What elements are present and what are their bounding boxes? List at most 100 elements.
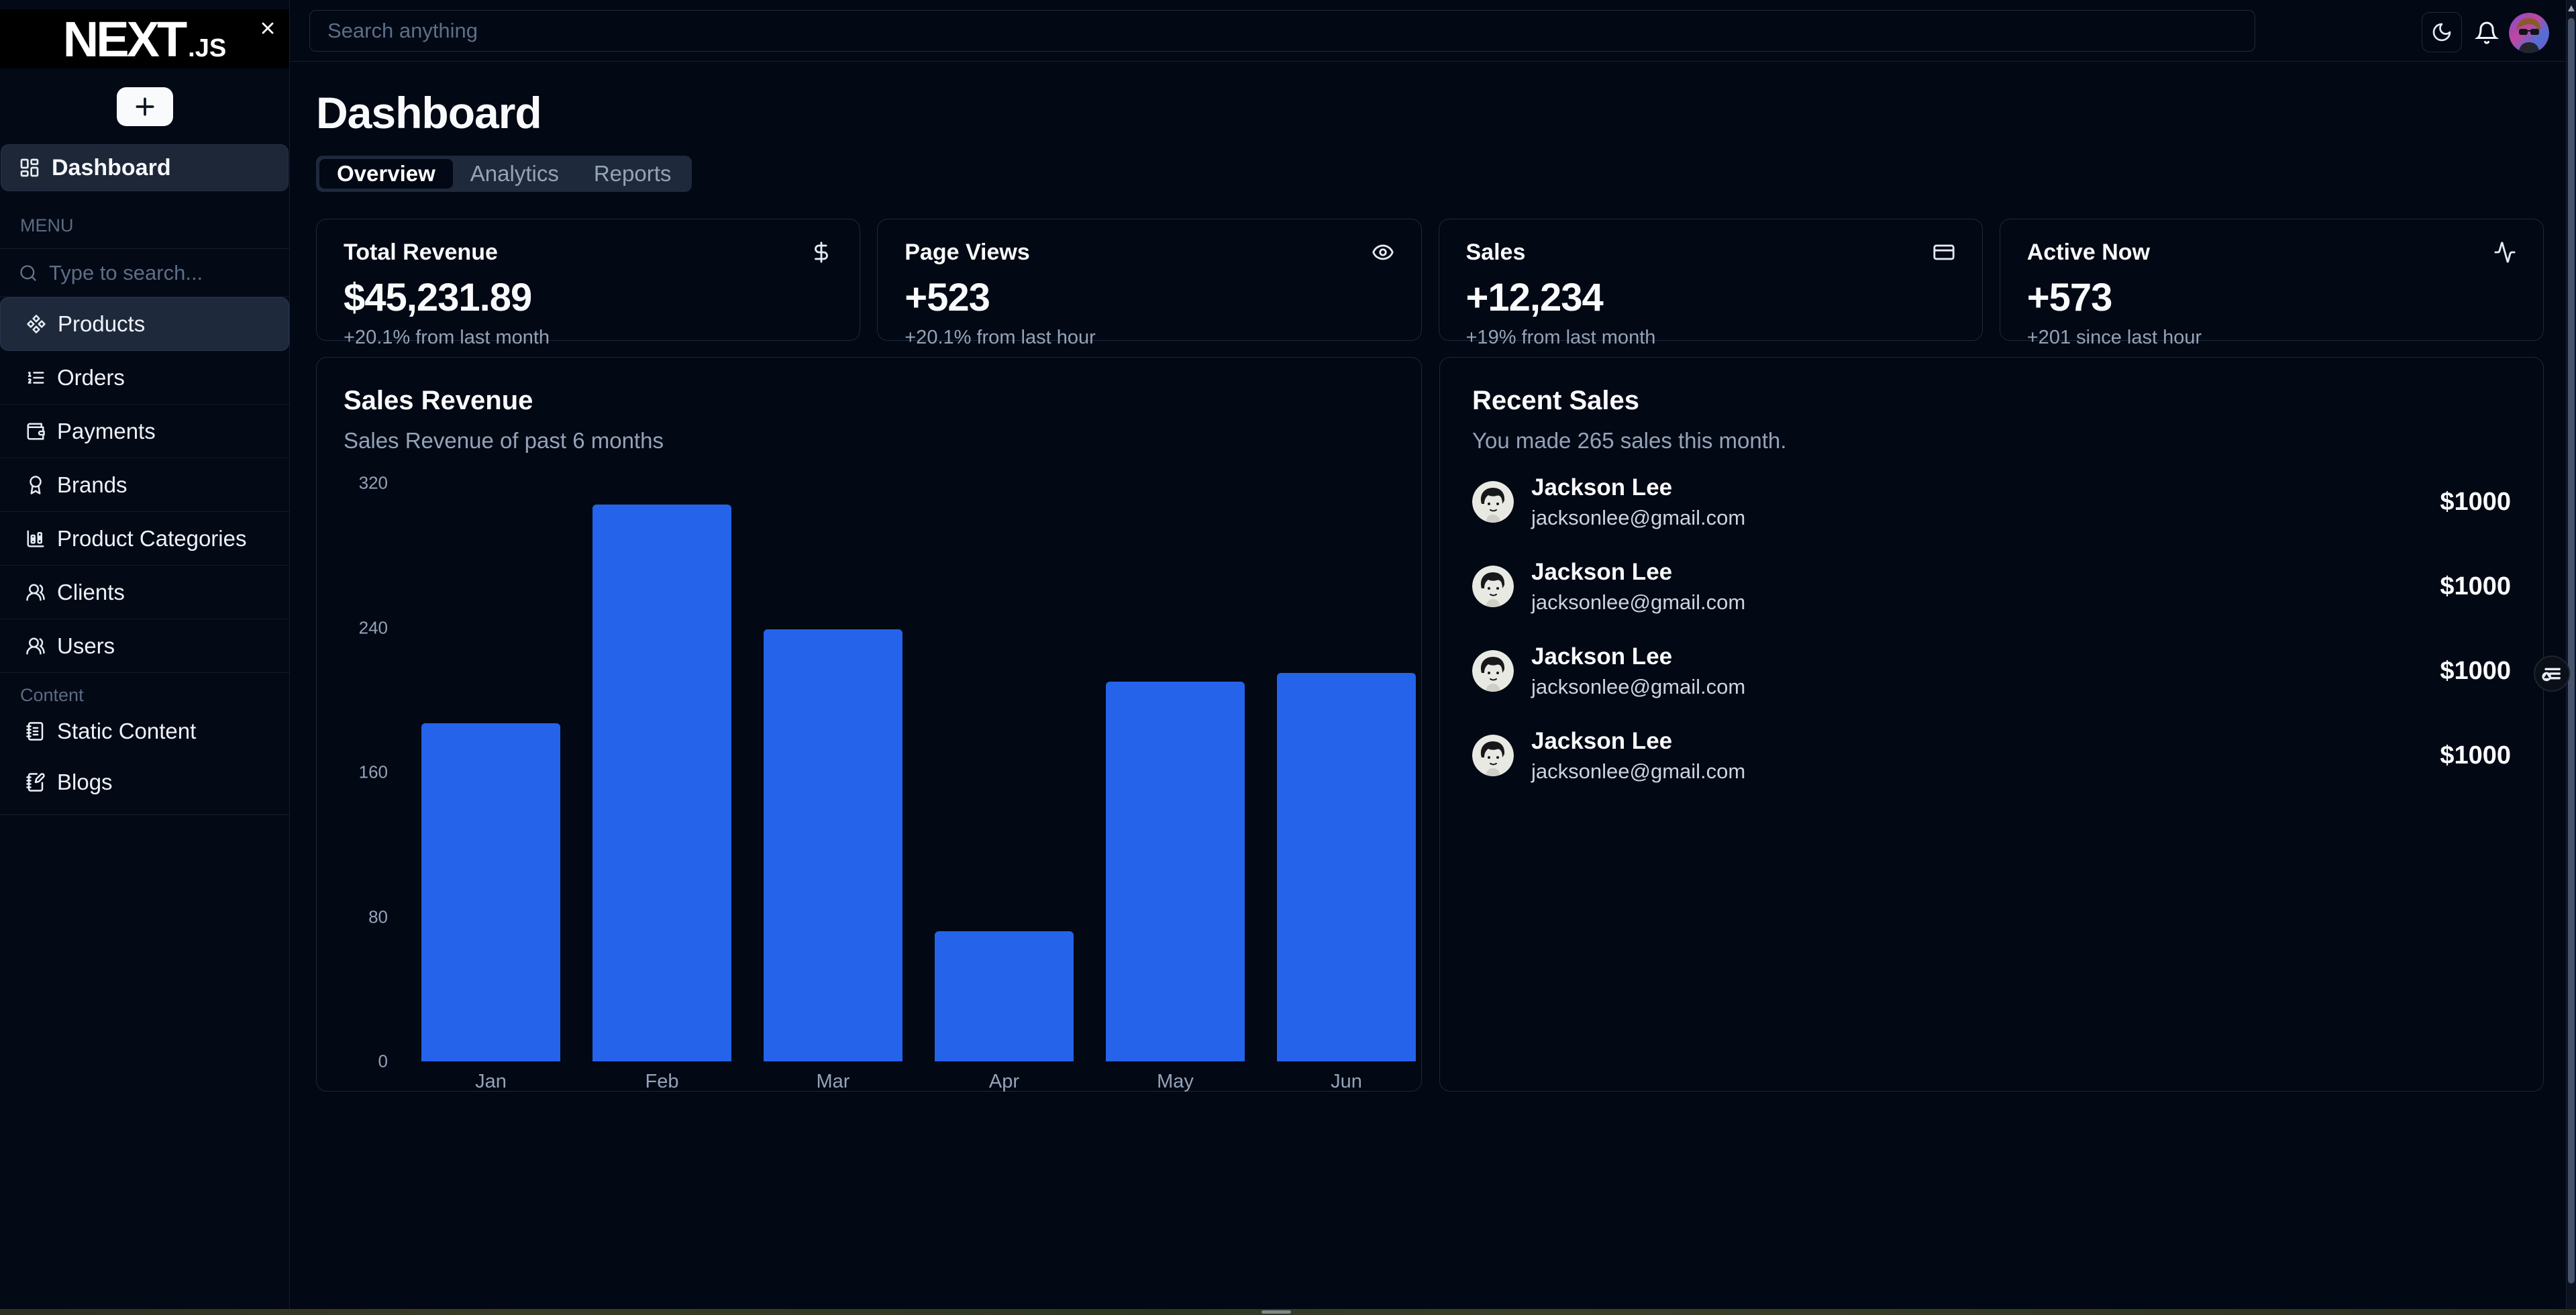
scrollbar-track[interactable] <box>2566 0 2576 1315</box>
award-ribbon-icon <box>25 475 46 495</box>
sidebar-item-static-content[interactable]: Static Content <box>0 706 289 757</box>
recent-sales-title: Recent Sales <box>1472 386 1640 415</box>
close-icon <box>258 19 277 38</box>
chart-y-tick: 320 <box>358 472 388 493</box>
user-avatar[interactable] <box>2509 13 2549 53</box>
stat-card-sales: Sales +12,234 +19% from last month <box>1438 219 1983 348</box>
stat-change: +20.1% from last hour <box>905 327 1096 348</box>
stat-value: +12,234 <box>1465 276 1604 319</box>
sale-list-item: Jackson Lee jacksonlee@gmail.com $1000 <box>1472 559 2511 614</box>
stat-value: $45,231.89 <box>344 276 532 319</box>
nextjs-logo: NEXT .JS <box>63 11 226 68</box>
customer-avatar <box>1472 566 1514 607</box>
bell-icon <box>2475 21 2499 45</box>
tab-reports[interactable]: Reports <box>576 159 689 189</box>
column-chart-icon <box>25 529 46 549</box>
dashboard-grid-icon <box>19 157 40 178</box>
credit-card-icon <box>1933 241 1955 264</box>
sidebar-item-label: Payments <box>57 418 156 443</box>
charts-row: Sales Revenue Sales Revenue of past 6 mo… <box>316 357 2544 1092</box>
wallet-icon <box>25 421 46 441</box>
sidebar-item-label: Users <box>57 633 115 658</box>
recent-sales-panel: Recent Sales You made 265 sales this mon… <box>1439 357 2544 1092</box>
theme-toggle-button[interactable] <box>2422 12 2462 52</box>
chart-x-label: Jan <box>475 1071 507 1092</box>
sidebar-header: NEXT .JS <box>0 9 289 68</box>
sidebar-item-orders[interactable]: Orders <box>0 351 289 405</box>
sidebar-item-payments[interactable]: Payments <box>0 405 289 458</box>
chart-bar-jun <box>1277 672 1416 1061</box>
sidebar-close-button[interactable] <box>256 16 280 40</box>
chart-x-label: Jun <box>1331 1071 1362 1092</box>
search-icon <box>19 264 38 282</box>
chart-x-label: Feb <box>645 1071 679 1092</box>
chart-x-axis: Jan Feb Mar Apr May Jun <box>405 1071 1432 1095</box>
sidebar-item-label: Clients <box>57 579 125 604</box>
tab-analytics[interactable]: Analytics <box>453 159 576 189</box>
sidebar-item-brands[interactable]: Brands <box>0 458 289 512</box>
sale-amount: $1000 <box>2440 656 2511 685</box>
sidebar-item-dashboard[interactable]: Dashboard <box>1 144 289 191</box>
sidebar-divider <box>0 248 289 249</box>
sidebar-item-product-categories[interactable]: Product Categories <box>0 512 289 566</box>
recent-sales-list: Jackson Lee jacksonlee@gmail.com $1000 J… <box>1472 474 2511 783</box>
stat-card-page-views: Page Views +523 +20.1% from last hour <box>877 219 1422 348</box>
stat-value: +523 <box>905 276 990 319</box>
sidebar-item-label: Brands <box>57 472 127 497</box>
customer-info: Jackson Lee jacksonlee@gmail.com <box>1531 559 1745 615</box>
sidebar-content-section: Content Static Content Blogs <box>0 685 289 815</box>
eye-icon <box>1372 241 1394 264</box>
global-search-input[interactable] <box>309 10 2255 52</box>
page-title: Dashboard <box>316 88 542 138</box>
notifications-button[interactable] <box>2470 16 2504 50</box>
sidebar-item-clients[interactable]: Clients <box>0 566 289 619</box>
avatar-image <box>2509 13 2549 53</box>
topbar <box>291 0 2576 62</box>
sidebar-item-products[interactable]: Products <box>0 297 289 351</box>
scrollbar-thumb[interactable] <box>2568 18 2575 1283</box>
taskbar-handle <box>1261 1310 1291 1314</box>
chart-bar-mar <box>764 629 903 1061</box>
stat-title: Page Views <box>905 240 1030 265</box>
chart-x-label: Apr <box>988 1071 1020 1092</box>
stat-card-active-now: Active Now +573 +201 since last hour <box>1999 219 2544 348</box>
people-icon <box>25 636 46 656</box>
devtools-list-icon <box>2540 662 2564 686</box>
customer-info: Jackson Lee jacksonlee@gmail.com <box>1531 643 1745 699</box>
sidebar-search-input[interactable] <box>48 260 318 286</box>
sales-revenue-panel: Sales Revenue Sales Revenue of past 6 mo… <box>316 357 1422 1092</box>
activity-icon <box>2493 241 2516 264</box>
sidebar-item-blogs[interactable]: Blogs <box>0 757 289 808</box>
sidebar: NEXT .JS Dashboard MENU Prod <box>0 0 318 1315</box>
chart-x-label: Mar <box>816 1071 850 1092</box>
stat-change: +201 since last hour <box>2026 327 2202 348</box>
stat-change: +20.1% from last month <box>344 327 550 348</box>
ordered-list-icon <box>25 368 46 388</box>
sale-list-item: Jackson Lee jacksonlee@gmail.com $1000 <box>1472 474 2511 529</box>
chart-subtitle: Sales Revenue of past 6 months <box>344 428 664 453</box>
notebook-pen-icon <box>25 772 46 792</box>
add-button[interactable] <box>116 87 173 126</box>
stat-title: Active Now <box>2026 240 2151 265</box>
stats-row: Total Revenue $45,231.89 +20.1% from las… <box>316 219 2544 348</box>
sidebar-item-users[interactable]: Users <box>0 619 289 673</box>
chart-bar-apr <box>935 931 1074 1061</box>
sidebar-item-label: Dashboard <box>52 154 171 180</box>
logo-text: NEXT <box>62 11 187 67</box>
chart-plot <box>405 483 1432 1061</box>
devtools-toggle-button[interactable] <box>2534 655 2570 692</box>
customer-info: Jackson Lee jacksonlee@gmail.com <box>1531 474 1745 530</box>
chart-bar-may <box>1106 682 1245 1061</box>
sale-amount: $1000 <box>2440 572 2511 600</box>
chart-x-label: May <box>1157 1071 1194 1092</box>
tab-overview[interactable]: Overview <box>319 159 453 189</box>
scrollbar-up-arrow[interactable] <box>2568 5 2575 11</box>
chart-y-tick: 80 <box>368 906 388 927</box>
sidebar-menu: Products Orders Payments Brands Product … <box>0 297 289 673</box>
sale-list-item: Jackson Lee jacksonlee@gmail.com $1000 <box>1472 728 2511 783</box>
sale-amount: $1000 <box>2440 741 2511 770</box>
chart-title: Sales Revenue <box>344 386 533 415</box>
sidebar-section-content: Content <box>20 685 84 705</box>
main-area: Dashboard Overview Analytics Reports Tot… <box>291 0 2576 1315</box>
customer-avatar <box>1472 735 1514 776</box>
